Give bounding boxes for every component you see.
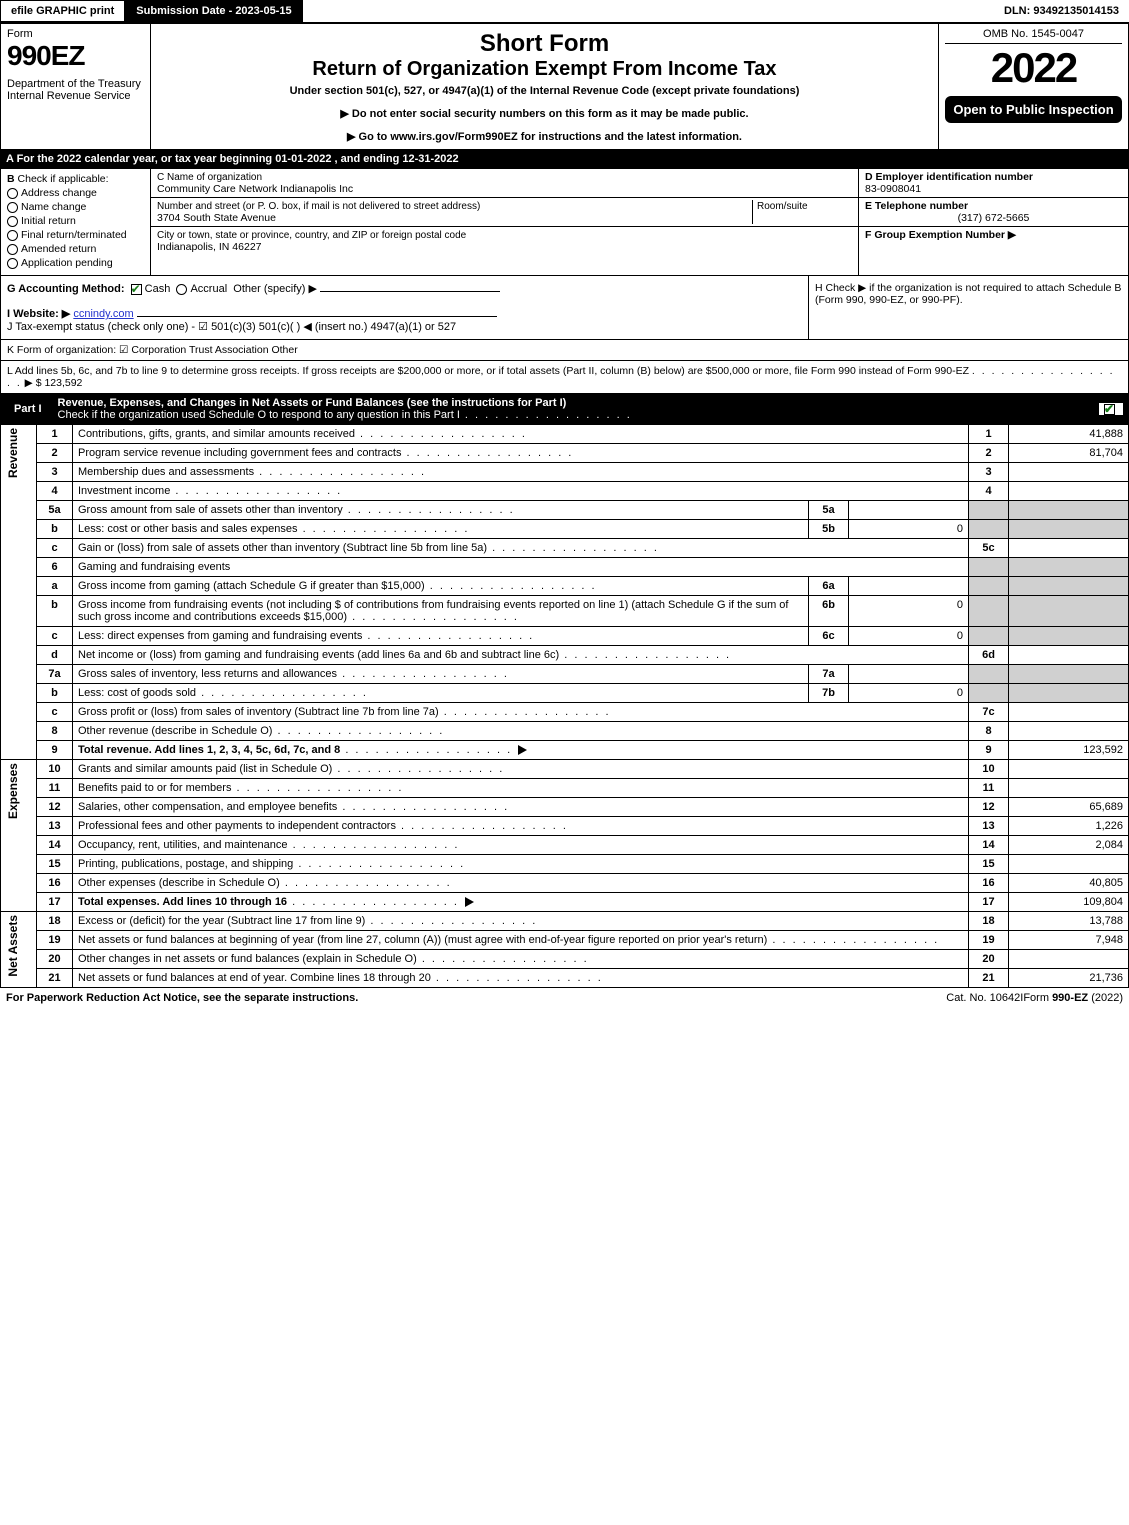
title-return: Return of Organization Exempt From Incom… <box>157 58 932 81</box>
form-number: 990EZ <box>7 40 144 72</box>
section-bcdef: B Check if applicable: Address change Na… <box>0 168 1129 276</box>
table-row: 13Professional fees and other payments t… <box>1 817 1129 836</box>
header-left: Form 990EZ Department of the Treasury In… <box>1 24 151 149</box>
chk-amended-return[interactable]: Amended return <box>7 243 144 255</box>
header-center: Short Form Return of Organization Exempt… <box>151 24 938 149</box>
form-header: Form 990EZ Department of the Treasury In… <box>0 24 1129 150</box>
table-row: 17Total expenses. Add lines 10 through 1… <box>1 893 1129 912</box>
line-k: K Form of organization: ☑ Corporation Tr… <box>0 340 1129 361</box>
chk-address-change[interactable]: Address change <box>7 187 144 199</box>
tax-year: 2022 <box>945 44 1122 92</box>
table-row: 19Net assets or fund balances at beginni… <box>1 931 1129 950</box>
submission-date: Submission Date - 2023-05-15 <box>125 0 302 22</box>
room-label: Room/suite <box>757 201 808 212</box>
topbar: efile GRAPHIC print Submission Date - 20… <box>0 0 1129 24</box>
table-row: 9Total revenue. Add lines 1, 2, 3, 4, 5c… <box>1 741 1129 760</box>
table-row: 7aGross sales of inventory, less returns… <box>1 665 1129 684</box>
footer-center: Cat. No. 10642I <box>946 992 1023 1004</box>
chk-final-return[interactable]: Final return/terminated <box>7 229 144 241</box>
table-row: 5aGross amount from sale of assets other… <box>1 501 1129 520</box>
table-row: 4Investment income4 <box>1 482 1129 501</box>
website-link[interactable]: ccnindy.com <box>73 308 133 320</box>
note-ssn: ▶ Do not enter social security numbers o… <box>157 107 932 120</box>
part1-check[interactable] <box>1099 403 1123 415</box>
table-row: 21Net assets or fund balances at end of … <box>1 969 1129 988</box>
table-row: 15Printing, publications, postage, and s… <box>1 855 1129 874</box>
table-row: 8Other revenue (describe in Schedule O)8 <box>1 722 1129 741</box>
table-row: cGain or (loss) from sale of assets othe… <box>1 539 1129 558</box>
footer-right: Form 990-EZ (2022) <box>1023 992 1123 1004</box>
note-goto: ▶ Go to www.irs.gov/Form990EZ for instru… <box>157 130 932 143</box>
chk-name-change[interactable]: Name change <box>7 201 144 213</box>
chk-initial-return[interactable]: Initial return <box>7 215 144 227</box>
chk-cash[interactable] <box>131 284 142 295</box>
form-label: Form <box>7 28 144 40</box>
table-row: 12Salaries, other compensation, and empl… <box>1 798 1129 817</box>
part1-title: Revenue, Expenses, and Changes in Net As… <box>58 397 567 409</box>
header-right: OMB No. 1545-0047 2022 Open to Public In… <box>938 24 1128 149</box>
c-city-label: City or town, state or province, country… <box>157 230 466 241</box>
footer-left: For Paperwork Reduction Act Notice, see … <box>6 992 946 1004</box>
line-i-label: I Website: ▶ <box>7 308 70 320</box>
table-row: 6Gaming and fundraising events <box>1 558 1129 577</box>
c-addr-label: Number and street (or P. O. box, if mail… <box>157 201 480 212</box>
subtitle: Under section 501(c), 527, or 4947(a)(1)… <box>157 85 932 97</box>
e-label: E Telephone number <box>865 200 968 212</box>
section-def: D Employer identification number 83-0908… <box>858 169 1128 275</box>
part1-table: Revenue1Contributions, gifts, grants, an… <box>0 424 1129 988</box>
inspection-badge: Open to Public Inspection <box>945 96 1122 123</box>
line-h: H Check ▶ if the organization is not req… <box>808 276 1128 339</box>
table-row: 11Benefits paid to or for members11 <box>1 779 1129 798</box>
org-address: 3704 South State Avenue <box>157 212 276 224</box>
chk-accrual[interactable] <box>176 284 187 295</box>
table-row: 2Program service revenue including gover… <box>1 444 1129 463</box>
dln-label: DLN: 93492135014153 <box>994 1 1129 21</box>
table-row: bLess: cost or other basis and sales exp… <box>1 520 1129 539</box>
org-name: Community Care Network Indianapolis Inc <box>157 183 353 195</box>
table-row: 20Other changes in net assets or fund ba… <box>1 950 1129 969</box>
table-row: dNet income or (loss) from gaming and fu… <box>1 646 1129 665</box>
part1-label: Part I <box>6 401 50 417</box>
table-row: bLess: cost of goods sold7b0 <box>1 684 1129 703</box>
phone-value: (317) 672-5665 <box>865 212 1122 224</box>
part1-sub: Check if the organization used Schedule … <box>58 409 460 421</box>
table-row: cLess: direct expenses from gaming and f… <box>1 627 1129 646</box>
irs-link[interactable]: www.irs.gov/Form990EZ <box>390 131 517 143</box>
line-gh: G Accounting Method: Cash Accrual Other … <box>0 276 1129 340</box>
d-label: D Employer identification number <box>865 171 1033 183</box>
line-g: G Accounting Method: Cash Accrual Other … <box>1 276 808 339</box>
chk-application-pending[interactable]: Application pending <box>7 257 144 269</box>
omb-number: OMB No. 1545-0047 <box>945 28 1122 44</box>
title-short-form: Short Form <box>157 30 932 58</box>
row-a-calendar-year: A For the 2022 calendar year, or tax yea… <box>0 150 1129 168</box>
ein-value: 83-0908041 <box>865 183 921 195</box>
section-b: B Check if applicable: Address change Na… <box>1 169 151 275</box>
section-c: C Name of organization Community Care Ne… <box>151 169 858 275</box>
page-footer: For Paperwork Reduction Act Notice, see … <box>0 988 1129 1008</box>
table-row: Expenses10Grants and similar amounts pai… <box>1 760 1129 779</box>
table-row: Net Assets18Excess or (deficit) for the … <box>1 912 1129 931</box>
dept-label: Department of the Treasury Internal Reve… <box>7 78 144 102</box>
table-row: aGross income from gaming (attach Schedu… <box>1 577 1129 596</box>
table-row: cGross profit or (loss) from sales of in… <box>1 703 1129 722</box>
f-label: F Group Exemption Number ▶ <box>865 229 1016 241</box>
efile-label: efile GRAPHIC print <box>0 0 125 22</box>
table-row: Revenue1Contributions, gifts, grants, an… <box>1 425 1129 444</box>
table-row: 16Other expenses (describe in Schedule O… <box>1 874 1129 893</box>
line-l-amount: $ 123,592 <box>36 377 83 389</box>
part1-header: Part I Revenue, Expenses, and Changes in… <box>0 394 1129 424</box>
table-row: 3Membership dues and assessments3 <box>1 463 1129 482</box>
line-l: L Add lines 5b, 6c, and 7b to line 9 to … <box>0 361 1129 394</box>
table-row: bGross income from fundraising events (n… <box>1 596 1129 627</box>
table-row: 14Occupancy, rent, utilities, and mainte… <box>1 836 1129 855</box>
c-name-label: C Name of organization <box>157 172 262 183</box>
org-city: Indianapolis, IN 46227 <box>157 241 262 253</box>
line-j: J Tax-exempt status (check only one) - ☑… <box>7 321 456 333</box>
